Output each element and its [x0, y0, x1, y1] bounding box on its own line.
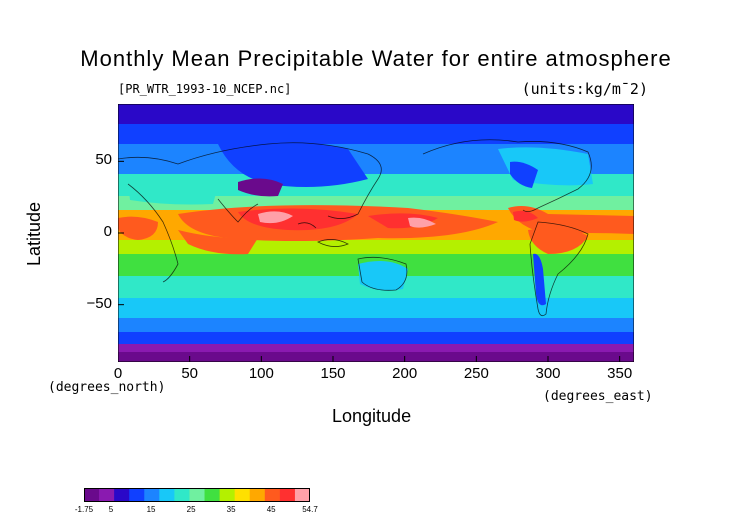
units-label: (units:kg/m¯2) [522, 80, 648, 98]
colorbar-tick-label: 54.7 [302, 505, 318, 514]
plot-area [118, 104, 634, 362]
colorbar-swatch [129, 488, 145, 502]
x-tick-label: 100 [248, 365, 274, 382]
colorbar-swatch [204, 488, 221, 502]
wet-indian-ocean [178, 230, 258, 255]
dry-rockies [510, 161, 538, 188]
colorbar-swatch [114, 488, 130, 502]
band-antarctic-2 [118, 352, 634, 362]
band-north-warm [118, 196, 634, 210]
colorbar-swatch [219, 488, 236, 502]
x-tick-label: 200 [392, 365, 418, 382]
colorbar-swatch [84, 488, 100, 502]
colorbar [84, 488, 310, 502]
x-tick-label: 350 [607, 365, 633, 382]
colorbar-swatch [249, 488, 266, 502]
y-tick-label: 0 [103, 223, 112, 240]
colorbar-swatch [99, 488, 115, 502]
wet-central-core [513, 210, 538, 222]
x-tick-label: 0 [113, 365, 123, 382]
band-antarctic-1 [118, 344, 634, 352]
y-tick-label: 50 [95, 151, 112, 169]
band-subarctic [118, 124, 634, 144]
dry-australia [358, 260, 408, 291]
coastlines [118, 139, 592, 317]
colorbar-swatch [264, 488, 281, 502]
wet-amazon [528, 228, 588, 254]
band-antarctic-edge [118, 332, 634, 344]
colorbar-swatch [159, 488, 175, 502]
band-southern-ocean [118, 318, 634, 332]
y-tick-marks [118, 160, 124, 306]
wet-peak-2 [408, 217, 436, 228]
x-tick-label: 300 [535, 365, 561, 382]
band-south-mid [118, 298, 634, 318]
x-tick-label: 150 [320, 365, 346, 382]
x-unit-label: (degrees_east) [543, 389, 653, 404]
colorbar-border [84, 488, 310, 502]
y-tick-label: −50 [86, 294, 112, 312]
colorbar-swatch [294, 488, 310, 502]
colorbar-tick-label: -1.75 [74, 505, 94, 514]
colorbar-tick-label: 5 [108, 505, 114, 514]
colorbar-swatch [279, 488, 296, 502]
dry-asia [218, 140, 368, 188]
x-tick-label: 250 [463, 365, 489, 382]
y-unit-label: (degrees_north) [48, 380, 166, 395]
x-tick-marks [118, 356, 621, 362]
wet-africa [118, 216, 158, 240]
file-label: [PR_WTR_1993-10_NCEP.nc] [118, 82, 292, 96]
colorbar-swatch [174, 488, 190, 502]
colorbar-tick-label: 25 [186, 505, 196, 514]
wet-central-america [508, 206, 634, 234]
colorbar-tick-label: 15 [146, 505, 156, 514]
colorbar-tick-label: 45 [266, 505, 276, 514]
dry-sahara [128, 181, 218, 205]
dry-himalaya [238, 178, 283, 197]
colorbar-swatch [234, 488, 251, 502]
colorbar-swatch [189, 488, 206, 502]
chart-title: Monthly Mean Precipitable Water for enti… [80, 46, 672, 71]
x-axis-label: Longitude [332, 406, 412, 426]
band-arctic [118, 104, 634, 124]
precip-field [118, 104, 634, 362]
units-text: (units:kg/m¯2) [521, 80, 648, 98]
colorbar-tick-label: 35 [226, 505, 236, 514]
dry-andes [533, 253, 546, 306]
y-axis-label: Latitude [24, 201, 44, 266]
wet-peak-1 [258, 211, 293, 224]
x-tick-label: 50 [181, 365, 198, 382]
colorbar-swatch [144, 488, 160, 502]
